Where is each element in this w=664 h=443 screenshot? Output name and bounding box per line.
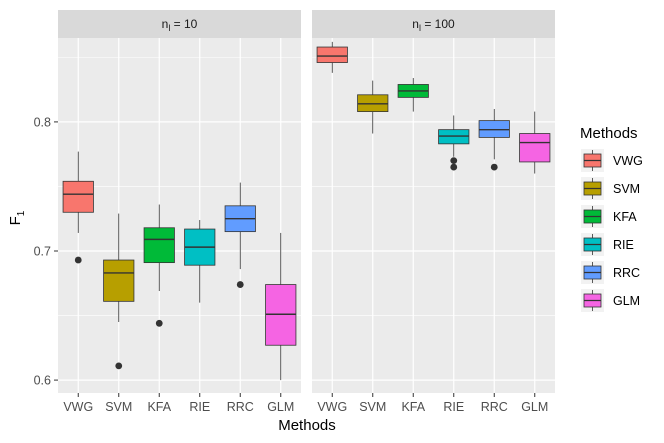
box-rrc: [478, 109, 510, 171]
y-axis-title-main: F: [7, 216, 24, 225]
panel-1: nl = 10 VWG SVM KFA RIE RRC GLM: [58, 10, 301, 414]
legend-label: VWG: [613, 154, 643, 168]
box-rie: [438, 115, 470, 171]
strip-subscript: l: [419, 23, 421, 33]
box-rrc: [224, 182, 256, 288]
legend-item-vwg: VWG: [581, 149, 643, 172]
x-tick-label: RRC: [481, 400, 508, 414]
facet-strip-label: nl = 100: [412, 17, 455, 33]
box-kfa: [143, 204, 175, 327]
x-tick-label: RIE: [189, 400, 210, 414]
x-axis-title: Methods: [278, 417, 336, 434]
x-tick-label: SVM: [105, 400, 132, 414]
outlier-point: [450, 157, 458, 165]
legend-title: Methods: [580, 125, 638, 142]
legend-item-rie: RIE: [581, 233, 634, 256]
outlier-point: [450, 163, 458, 171]
box-iqr: [519, 133, 551, 163]
box-svm: [357, 80, 389, 134]
x-tick-label: KFA: [401, 400, 425, 414]
box-glm: [519, 111, 551, 174]
x-tick-label: SVM: [359, 400, 386, 414]
strip-suffix: = 100: [421, 17, 455, 31]
box-iqr: [103, 259, 135, 302]
y-tick-label: 0.7: [34, 245, 51, 259]
box-vwg: [62, 151, 94, 264]
x-tick-label: RRC: [227, 400, 254, 414]
box-rie: [184, 220, 216, 303]
legend-item-svm: SVM: [581, 177, 640, 200]
strip-main: n: [412, 17, 419, 31]
facet-strip-label: nl = 10: [162, 17, 198, 33]
strip-main: n: [162, 17, 169, 31]
y-axis-title: F1: [7, 210, 27, 225]
legend-label: KFA: [613, 210, 637, 224]
y-axis-title-subscript: 1: [16, 210, 27, 216]
y-axis: 0.6 0.7 0.8: [34, 115, 58, 388]
panel-background: [58, 38, 301, 393]
x-tick-label: VWG: [63, 400, 93, 414]
outlier-point: [155, 319, 163, 327]
strip-suffix: = 10: [170, 17, 197, 31]
legend-label: GLM: [613, 294, 640, 308]
box-iqr: [143, 227, 175, 264]
legend-label: RRC: [613, 266, 640, 280]
outlier-point: [236, 281, 244, 288]
box-iqr: [62, 180, 94, 213]
outlier-point: [115, 362, 123, 370]
y-tick-label: 0.6: [34, 374, 51, 388]
panel-background: [312, 38, 555, 393]
outlier-point: [74, 256, 82, 264]
facet-strip: [312, 10, 555, 38]
legend-item-glm: GLM: [581, 289, 640, 312]
legend: Methods VWG SVM KFA RIE RRC GLM: [580, 125, 643, 312]
legend-label: SVM: [613, 182, 640, 196]
y-tick-label: 0.8: [34, 115, 51, 129]
x-tick-label: GLM: [521, 400, 548, 414]
outlier-point: [490, 163, 498, 171]
box-vwg: [316, 41, 348, 73]
box-svm: [103, 213, 135, 370]
x-tick-label: GLM: [267, 400, 294, 414]
panel-2: nl = 100 VWG SVM KFA RIE RRC GLM: [312, 10, 555, 414]
strip-subscript: l: [168, 23, 170, 33]
legend-item-rrc: RRC: [581, 261, 640, 284]
x-tick-label: RIE: [443, 400, 464, 414]
box-kfa: [397, 78, 429, 112]
x-tick-label: VWG: [317, 400, 347, 414]
box-glm: [265, 232, 297, 381]
legend-item-kfa: KFA: [581, 205, 637, 228]
legend-label: RIE: [613, 238, 634, 252]
x-tick-label: KFA: [147, 400, 171, 414]
facet-strip: [58, 10, 301, 38]
box-iqr: [316, 46, 348, 63]
